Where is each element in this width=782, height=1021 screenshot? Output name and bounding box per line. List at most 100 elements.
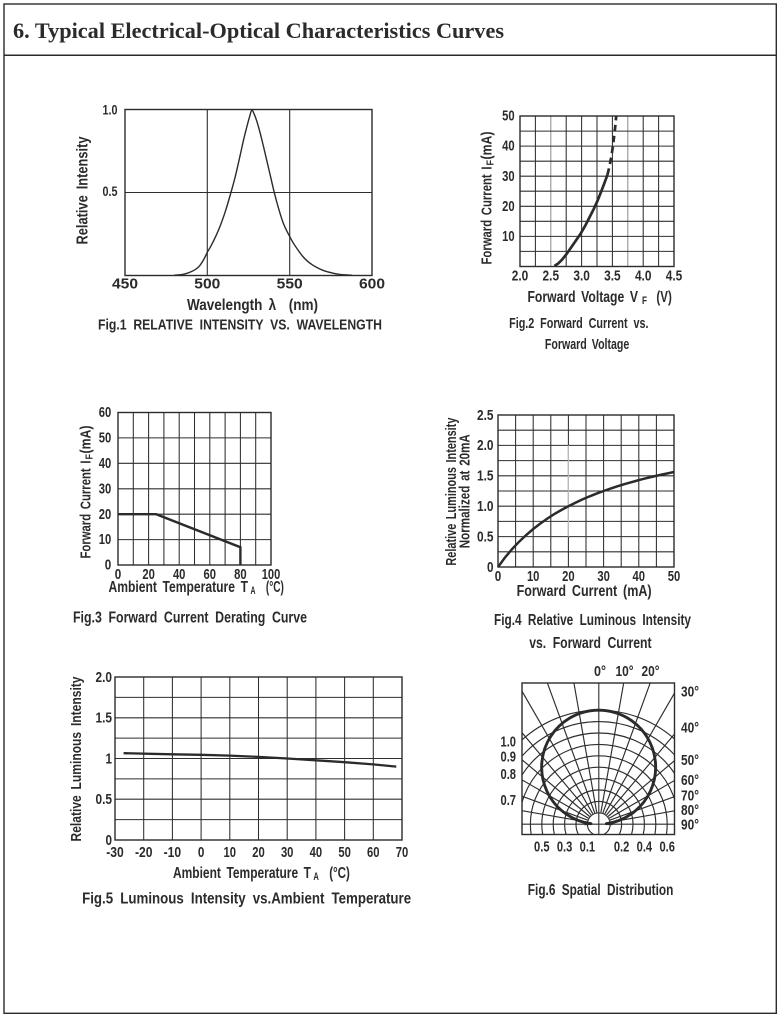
svg-text:Ambient Temperature T: Ambient Temperature T — [109, 579, 249, 596]
svg-text:10°: 10° — [616, 664, 634, 680]
svg-text:1.5: 1.5 — [96, 710, 113, 727]
svg-text:3.0: 3.0 — [573, 268, 590, 285]
svg-text:500: 500 — [194, 276, 220, 293]
svg-text:40: 40 — [99, 456, 112, 472]
svg-text:Forward Current I: Forward Current I — [79, 461, 95, 559]
svg-text:Forward Current (mA): Forward Current (mA) — [517, 583, 652, 600]
svg-text:1.0: 1.0 — [477, 498, 494, 515]
svg-text:0.5: 0.5 — [103, 183, 118, 199]
svg-text:1.0: 1.0 — [103, 102, 118, 118]
svg-text:30: 30 — [281, 845, 294, 861]
svg-text:Normalized at 20mA: Normalized at 20mA — [458, 434, 474, 548]
svg-text:(mA): (mA) — [79, 425, 95, 453]
svg-text:0.5: 0.5 — [96, 791, 113, 808]
svg-text:Ambient Temperature T: Ambient Temperature T — [173, 865, 311, 882]
svg-text:40°: 40° — [681, 720, 699, 736]
svg-text:2.0: 2.0 — [96, 669, 113, 686]
svg-text:50: 50 — [338, 845, 351, 861]
svg-text:100: 100 — [262, 567, 281, 583]
svg-text:4.5: 4.5 — [666, 268, 683, 285]
svg-text:(mA): (mA) — [480, 131, 496, 159]
svg-text:10: 10 — [224, 845, 237, 861]
svg-text:0.1: 0.1 — [580, 840, 596, 856]
svg-text:-20: -20 — [135, 845, 153, 861]
svg-text:50: 50 — [668, 569, 681, 585]
svg-text:A: A — [313, 871, 319, 883]
svg-text:50: 50 — [502, 109, 515, 125]
svg-text:30: 30 — [502, 169, 515, 185]
svg-text:10: 10 — [502, 229, 515, 245]
svg-text:60: 60 — [367, 845, 380, 861]
svg-text:40: 40 — [310, 845, 323, 861]
svg-text:(°C): (°C) — [329, 865, 350, 882]
svg-text:550: 550 — [277, 276, 303, 293]
svg-text:2.5: 2.5 — [477, 407, 494, 424]
svg-text:Forward Voltage V: Forward Voltage V — [528, 289, 639, 306]
svg-text:-30: -30 — [106, 845, 124, 861]
svg-text:6. Typical Electrical-Optical: 6. Typical Electrical-Optical Characteri… — [13, 18, 504, 43]
svg-text:20: 20 — [99, 507, 112, 523]
svg-text:0: 0 — [105, 558, 112, 574]
svg-text:2.0: 2.0 — [477, 437, 494, 454]
svg-text:20: 20 — [252, 845, 265, 861]
svg-text:0.5: 0.5 — [534, 840, 550, 856]
svg-text:50°: 50° — [681, 753, 699, 769]
svg-text:30: 30 — [597, 569, 610, 585]
svg-text:10: 10 — [527, 569, 540, 585]
svg-text:30: 30 — [99, 481, 112, 497]
svg-text:60: 60 — [99, 405, 112, 421]
svg-text:F: F — [486, 160, 497, 166]
svg-text:0.4: 0.4 — [637, 840, 653, 856]
svg-text:Fig.4 Relative Luminous Intens: Fig.4 Relative Luminous Intensity — [494, 612, 691, 629]
svg-text:80: 80 — [234, 567, 247, 583]
svg-text:Fig.2 Forward Current vs.: Fig.2 Forward Current vs. — [509, 315, 648, 332]
svg-text:0.5: 0.5 — [477, 528, 494, 545]
svg-text:450: 450 — [112, 276, 138, 293]
svg-text:90°: 90° — [681, 817, 699, 833]
svg-text:80°: 80° — [681, 803, 699, 819]
svg-text:0.3: 0.3 — [557, 840, 573, 856]
svg-text:0: 0 — [495, 569, 502, 585]
svg-text:20: 20 — [142, 567, 155, 583]
svg-text:0.9: 0.9 — [501, 750, 517, 766]
svg-text:10: 10 — [99, 532, 112, 548]
svg-text:0°: 0° — [594, 664, 606, 680]
svg-text:70: 70 — [396, 845, 409, 861]
svg-text:-10: -10 — [164, 845, 182, 861]
svg-text:Forward Voltage: Forward Voltage — [545, 336, 629, 353]
svg-text:Relative Luminous Intensity: Relative Luminous Intensity — [444, 418, 460, 566]
svg-text:Relative Intensity: Relative Intensity — [75, 136, 92, 244]
svg-text:0.6: 0.6 — [659, 840, 675, 856]
svg-text:20°: 20° — [642, 664, 660, 680]
svg-text:vs. Forward Current: vs. Forward Current — [529, 635, 651, 652]
svg-text:1.0: 1.0 — [501, 735, 517, 751]
svg-text:F: F — [642, 295, 647, 307]
svg-text:0: 0 — [106, 832, 113, 849]
svg-text:Fig.1 RELATIVE INTENSITY VS. W: Fig.1 RELATIVE INTENSITY VS. WAVELENGTH — [98, 318, 382, 334]
svg-text:0.7: 0.7 — [501, 793, 517, 809]
svg-text:0.8: 0.8 — [501, 767, 517, 783]
svg-text:A: A — [251, 585, 256, 597]
svg-text:40: 40 — [633, 569, 646, 585]
svg-text:30°: 30° — [681, 684, 699, 700]
svg-text:Fig.3 Forward Current Derating: Fig.3 Forward Current Derating Curve — [73, 610, 307, 627]
svg-text:600: 600 — [359, 276, 385, 293]
svg-text:40: 40 — [173, 567, 186, 583]
svg-text:3.5: 3.5 — [604, 268, 621, 285]
svg-text:(°C): (°C) — [266, 579, 284, 596]
svg-text:Forward Current I: Forward Current I — [480, 167, 496, 265]
svg-text:40: 40 — [502, 139, 515, 155]
svg-text:0: 0 — [115, 567, 122, 583]
svg-text:60: 60 — [204, 567, 217, 583]
svg-text:50: 50 — [99, 431, 112, 447]
svg-text:1.5: 1.5 — [477, 468, 494, 485]
svg-text:60°: 60° — [681, 773, 699, 789]
svg-text:Wavelength λ (nm): Wavelength λ (nm) — [187, 297, 318, 314]
svg-text:0: 0 — [198, 845, 205, 861]
svg-text:2.0: 2.0 — [512, 268, 529, 285]
svg-text:4.0: 4.0 — [635, 268, 652, 285]
svg-text:F: F — [85, 454, 96, 460]
svg-text:20: 20 — [502, 199, 515, 215]
svg-text:Fig.5 Luminous Intensity vs.Am: Fig.5 Luminous Intensity vs.Ambient Temp… — [82, 891, 411, 908]
svg-text:2.5: 2.5 — [543, 268, 560, 285]
